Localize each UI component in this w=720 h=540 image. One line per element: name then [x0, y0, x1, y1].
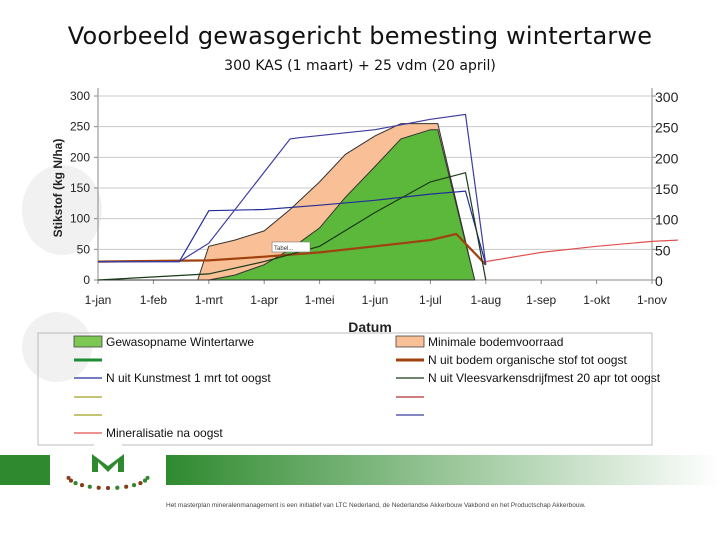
area-series-0 [98, 129, 476, 281]
x-tick-label: 1-jan [85, 293, 112, 307]
y-axis-label: Stikstof (kg N/ha) [51, 139, 65, 238]
y-tick-label-right: 200 [655, 150, 679, 166]
annotation-box [271, 241, 311, 253]
logo-dot [80, 483, 84, 488]
x-tick-label: 1-sep [526, 293, 556, 307]
y-tick-label-right: 0 [655, 273, 663, 289]
legend-label: Gewasopname Wintertarwe [106, 335, 254, 349]
x-axis-label: Datum [348, 319, 392, 335]
x-tick-label: 1-aug [470, 293, 501, 307]
line-series-6 [485, 239, 678, 263]
logo-dot [66, 475, 71, 480]
legend-label: Mineralisatie na oogst [106, 426, 223, 440]
y-tick-label-left: 250 [70, 120, 90, 134]
footer-band-right [166, 455, 720, 485]
line-series-4 [97, 171, 487, 281]
legend-label: N uit bodem organische stof tot oogst [428, 353, 627, 367]
logo-dot [138, 481, 143, 486]
x-tick-label: 1-okt [583, 293, 610, 307]
logo-dot [143, 478, 147, 483]
x-tick-label: 1-apr [250, 293, 278, 307]
y-tick-label-right: 50 [655, 242, 671, 258]
footer-band-left [0, 455, 50, 485]
y-tick-label-right: 150 [655, 181, 679, 197]
x-tick-label: 1-mei [305, 293, 335, 307]
logo-dot [115, 485, 120, 490]
y-tick-label-left: 100 [70, 212, 90, 226]
logo-dot [124, 484, 129, 489]
line-series-2 [97, 232, 487, 266]
y-tick-label-right: 250 [655, 120, 679, 136]
x-tick-label: 1-jul [419, 293, 442, 307]
logo-icon [92, 454, 124, 472]
y-tick-label-left: 200 [70, 150, 90, 164]
logo-background [86, 440, 130, 484]
y-tick-label-right: 300 [655, 89, 679, 105]
x-tick-label: 1-feb [140, 293, 168, 307]
legend-label: N uit Vleesvarkensdrijfmest 20 apr tot o… [428, 371, 661, 385]
legend-label: Minimale bodemvoorraad [428, 335, 563, 349]
y-tick-label-left: 0 [83, 273, 90, 287]
annotation-label: Tabel... [274, 246, 294, 252]
x-tick-label: 1-mrt [195, 293, 224, 307]
logo-dot [87, 484, 92, 489]
x-tick-label: 1-nov [637, 293, 667, 307]
logo-dot [106, 486, 110, 490]
footer-text: Het masterplan mineralenmanagement is ee… [166, 502, 586, 509]
logo-dot [145, 475, 150, 480]
logo-dot [73, 481, 78, 486]
chart-title: Voorbeeld gewasgericht bemesting wintert… [67, 22, 653, 50]
line-series-5 [98, 113, 487, 265]
logo-dot [132, 483, 136, 488]
legend-label: N uit Kunstmest 1 mrt tot oogst [106, 371, 271, 385]
chart-subtitle: 300 KAS (1 maart) + 25 vdm (20 april) [224, 58, 496, 74]
x-tick-label: 1-jun [362, 293, 389, 307]
y-tick-label-left: 50 [77, 242, 91, 256]
y-tick-label-left: 300 [70, 89, 90, 103]
y-tick-label-left: 150 [70, 181, 90, 195]
logo-dot [69, 478, 73, 483]
y-tick-label-right: 100 [655, 212, 679, 228]
line-series-3 [98, 190, 487, 265]
legend-swatch [73, 335, 103, 348]
legend-frame [37, 332, 653, 446]
logo-dot [96, 485, 101, 490]
background-shape [22, 165, 102, 255]
legend-swatch [395, 335, 425, 348]
